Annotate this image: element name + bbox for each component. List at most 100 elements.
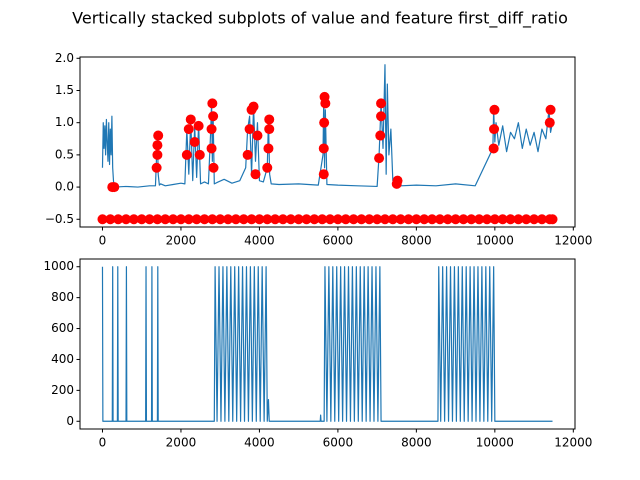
marker <box>545 104 556 115</box>
marker <box>547 214 558 225</box>
x-tick-label: 2000 <box>166 234 197 248</box>
marker <box>246 214 257 225</box>
marker <box>262 214 273 225</box>
x-tick-label: 12000 <box>554 234 592 248</box>
x-tick-label: 2000 <box>166 436 197 450</box>
marker <box>263 143 274 154</box>
marker <box>97 214 108 225</box>
marker <box>264 124 275 135</box>
y-tick-label: 1.5 <box>55 83 74 97</box>
y-tick-label: 200 <box>51 383 74 397</box>
marker <box>206 124 217 135</box>
x-tick-label: 0 <box>99 436 107 450</box>
marker <box>128 214 139 225</box>
marker <box>152 140 163 151</box>
marker <box>379 214 390 225</box>
y-tick-label: 0.0 <box>55 180 74 194</box>
marker <box>183 124 194 135</box>
marker <box>185 114 196 125</box>
marker <box>387 214 398 225</box>
y-tick-label: 0.5 <box>55 147 74 161</box>
x-tick-label: 4000 <box>244 234 275 248</box>
y-tick-label: 400 <box>51 352 74 366</box>
marker <box>152 214 163 225</box>
marker <box>285 214 296 225</box>
marker <box>318 143 329 154</box>
marker <box>181 149 192 160</box>
x-tick-label: 0 <box>99 234 107 248</box>
y-tick-label: 800 <box>51 290 74 304</box>
marker <box>374 153 385 164</box>
marker <box>151 162 162 173</box>
x-tick-label: 12000 <box>554 436 592 450</box>
y-tick-label: −0.5 <box>45 212 74 226</box>
marker <box>434 214 445 225</box>
marker <box>319 117 330 128</box>
marker <box>403 214 414 225</box>
axes-frame <box>79 258 576 430</box>
marker <box>317 214 328 225</box>
plot-area <box>97 64 558 225</box>
marker <box>105 214 116 225</box>
marker <box>489 214 500 225</box>
x-tick-label: 4000 <box>244 436 275 450</box>
marker <box>168 214 179 225</box>
marker <box>332 214 343 225</box>
y-tick-label: 600 <box>51 321 74 335</box>
marker <box>505 214 516 225</box>
marker <box>208 111 219 122</box>
marker <box>113 214 124 225</box>
subplot: 0 2000 4000 6000 8000 10000 12000 0 200 400 600 800… <box>43 258 592 450</box>
marker <box>340 214 351 225</box>
marker <box>230 214 241 225</box>
y-tick-label: 0 <box>66 414 74 428</box>
marker <box>489 104 500 115</box>
x-tick-label: 10000 <box>476 436 514 450</box>
marker <box>395 214 406 225</box>
marker <box>109 182 120 193</box>
figure-title: Vertically stacked subplots of value and… <box>72 9 568 29</box>
marker <box>277 214 288 225</box>
marker <box>474 214 485 225</box>
marker <box>193 120 204 131</box>
axes-frame <box>79 56 576 228</box>
marker <box>364 214 375 225</box>
marker <box>411 214 422 225</box>
marker <box>264 114 275 125</box>
marker <box>136 214 147 225</box>
marker <box>244 124 255 135</box>
x-tick-label: 6000 <box>323 436 354 450</box>
marker <box>144 214 155 225</box>
marker <box>309 214 320 225</box>
marker <box>348 214 359 225</box>
y-tick-label: 1000 <box>43 259 74 273</box>
marker <box>529 214 540 225</box>
marker <box>318 169 329 180</box>
marker <box>442 214 453 225</box>
marker <box>301 214 312 225</box>
x-tick-label: 6000 <box>323 234 354 248</box>
marker <box>254 214 265 225</box>
marker <box>270 214 281 225</box>
marker <box>199 214 210 225</box>
marker <box>208 162 219 173</box>
marker <box>466 214 477 225</box>
marker <box>175 214 186 225</box>
marker <box>320 98 331 109</box>
line <box>101 266 553 422</box>
marker <box>121 214 132 225</box>
marker <box>293 214 304 225</box>
marker <box>248 101 259 112</box>
marker <box>194 149 205 160</box>
marker <box>488 143 499 154</box>
marker <box>372 214 383 225</box>
marker <box>544 117 555 128</box>
marker <box>458 214 469 225</box>
y-tick-label: 1.0 <box>55 115 74 129</box>
marker <box>191 214 202 225</box>
plot-area <box>101 266 553 422</box>
x-tick-label: 8000 <box>401 234 432 248</box>
marker <box>392 175 403 186</box>
